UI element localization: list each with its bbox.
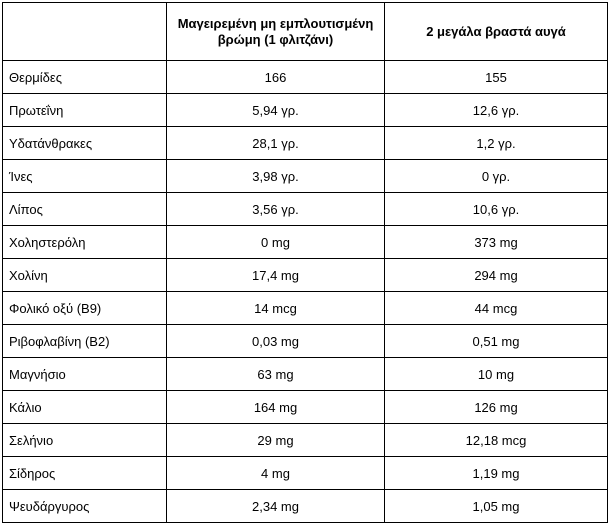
table-row: Σελήνιο 29 mg 12,18 mcg — [2, 423, 608, 457]
nutrient-label: Φολικό οξύ (B9) — [2, 291, 167, 325]
nutrient-label: Ψευδάργυρος — [2, 489, 167, 523]
nutrient-label: Λίπος — [2, 192, 167, 226]
table-row: Χολίνη 17,4 mg 294 mg — [2, 258, 608, 292]
nutrient-label: Χολίνη — [2, 258, 167, 292]
table-header-row: Μαγειρεμένη μη εμπλουτισμένη βρώμη (1 φλ… — [2, 2, 608, 61]
nutrient-label: Χοληστερόλη — [2, 225, 167, 259]
oats-value: 0,03 mg — [166, 324, 385, 358]
oats-value: 17,4 mg — [166, 258, 385, 292]
eggs-value: 0 γρ. — [384, 159, 608, 193]
oats-value: 3,56 γρ. — [166, 192, 385, 226]
oats-value: 166 — [166, 60, 385, 94]
eggs-value: 44 mcg — [384, 291, 608, 325]
oats-value: 29 mg — [166, 423, 385, 457]
eggs-value: 294 mg — [384, 258, 608, 292]
oats-value: 28,1 γρ. — [166, 126, 385, 160]
oats-value: 0 mg — [166, 225, 385, 259]
table-row: Υδατάνθρακες 28,1 γρ. 1,2 γρ. — [2, 126, 608, 160]
eggs-value: 10,6 γρ. — [384, 192, 608, 226]
table-row: Ψευδάργυρος 2,34 mg 1,05 mg — [2, 489, 608, 523]
oats-value: 4 mg — [166, 456, 385, 490]
oats-value: 14 mcg — [166, 291, 385, 325]
oats-value: 3,98 γρ. — [166, 159, 385, 193]
header-oats: Μαγειρεμένη μη εμπλουτισμένη βρώμη (1 φλ… — [166, 2, 385, 61]
header-empty-cell — [2, 2, 167, 61]
eggs-value: 1,19 mg — [384, 456, 608, 490]
eggs-value: 373 mg — [384, 225, 608, 259]
table-row: Πρωτεΐνη 5,94 γρ. 12,6 γρ. — [2, 93, 608, 127]
table-row: Χοληστερόλη 0 mg 373 mg — [2, 225, 608, 259]
table-row: Σίδηρος 4 mg 1,19 mg — [2, 456, 608, 490]
header-eggs: 2 μεγάλα βραστά αυγά — [384, 2, 608, 61]
table-row: Ίνες 3,98 γρ. 0 γρ. — [2, 159, 608, 193]
nutrient-label: Πρωτεΐνη — [2, 93, 167, 127]
eggs-value: 0,51 mg — [384, 324, 608, 358]
nutrient-label: Υδατάνθρακες — [2, 126, 167, 160]
eggs-value: 126 mg — [384, 390, 608, 424]
nutrient-label: Ίνες — [2, 159, 167, 193]
oats-value: 63 mg — [166, 357, 385, 391]
eggs-value: 10 mg — [384, 357, 608, 391]
nutrient-label: Ριβοφλαβίνη (B2) — [2, 324, 167, 358]
eggs-value: 12,6 γρ. — [384, 93, 608, 127]
nutrient-label: Κάλιο — [2, 390, 167, 424]
oats-value: 2,34 mg — [166, 489, 385, 523]
nutrient-label: Σελήνιο — [2, 423, 167, 457]
eggs-value: 1,05 mg — [384, 489, 608, 523]
eggs-value: 12,18 mcg — [384, 423, 608, 457]
table-row: Κάλιο 164 mg 126 mg — [2, 390, 608, 424]
table-row: Θερμίδες 166 155 — [2, 60, 608, 94]
nutrient-label: Σίδηρος — [2, 456, 167, 490]
oats-value: 5,94 γρ. — [166, 93, 385, 127]
nutrient-label: Μαγνήσιο — [2, 357, 167, 391]
oats-value: 164 mg — [166, 390, 385, 424]
nutrient-label: Θερμίδες — [2, 60, 167, 94]
table-row: Μαγνήσιο 63 mg 10 mg — [2, 357, 608, 391]
eggs-value: 1,2 γρ. — [384, 126, 608, 160]
table-row: Ριβοφλαβίνη (B2) 0,03 mg 0,51 mg — [2, 324, 608, 358]
table-row: Φολικό οξύ (B9) 14 mcg 44 mcg — [2, 291, 608, 325]
table-row: Λίπος 3,56 γρ. 10,6 γρ. — [2, 192, 608, 226]
eggs-value: 155 — [384, 60, 608, 94]
